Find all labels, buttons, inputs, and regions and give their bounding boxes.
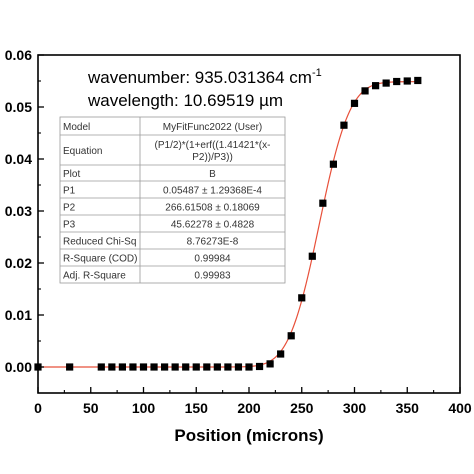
data-point (266, 360, 274, 368)
x-tick-label: 300 (343, 400, 367, 416)
data-point (224, 363, 232, 371)
data-point (108, 363, 116, 371)
table-row-label: P3 (63, 220, 76, 231)
table-row-value: 266.61508 ± 0.18069 (165, 203, 260, 214)
table-row-value: 0.99983 (194, 271, 231, 282)
data-point (171, 363, 179, 371)
wavenumber-unit-exponent: -1 (312, 67, 322, 79)
data-point (245, 363, 253, 371)
data-point (361, 87, 369, 95)
y-tick-label: 0.00 (5, 359, 32, 375)
y-tick-label: 0.01 (5, 307, 32, 323)
x-axis-title: Position (microns) (174, 426, 323, 445)
data-point (403, 77, 411, 85)
axis-ticks: 0 50 100 150 200 250 300 350 400 0.00 0.01 0.02 0.03… (5, 47, 472, 416)
table-row-value: 0.99984 (194, 254, 231, 265)
y-tick-label: 0.02 (5, 255, 32, 271)
x-tick-label: 250 (290, 400, 314, 416)
x-tick-label: 150 (185, 400, 209, 416)
data-point (161, 363, 169, 371)
data-point (213, 363, 221, 371)
data-point (350, 99, 359, 107)
data-point (329, 160, 337, 168)
data-point (234, 363, 243, 371)
table-row-value: B (209, 169, 216, 180)
data-point (393, 77, 401, 86)
data-point (277, 350, 285, 358)
data-points-layer (34, 76, 422, 371)
data-point (414, 76, 422, 85)
data-point (203, 363, 211, 371)
x-tick-label: 400 (448, 400, 472, 416)
data-point (182, 363, 190, 371)
data-point (372, 82, 380, 90)
table-row-label: Plot (63, 169, 80, 180)
table-row-value: MyFitFunc2022 (User) (163, 122, 262, 133)
wavelength-annotation: wavelength: 10.69519 µm (87, 91, 283, 110)
table-row-label: R-Square (COD) (63, 254, 137, 265)
data-point (340, 121, 348, 129)
data-point (150, 363, 158, 371)
data-point (287, 332, 295, 340)
x-tick-label: 50 (83, 400, 99, 416)
data-point (192, 363, 200, 371)
wavenumber-annotation: wavenumber: 935.031364 cm-1 (87, 67, 322, 87)
data-point (118, 363, 126, 371)
y-tick-label: 0.06 (5, 47, 32, 63)
x-tick-label: 200 (237, 400, 261, 416)
x-tick-label: 350 (396, 400, 420, 416)
data-point (382, 79, 390, 87)
x-tick-label: 100 (132, 400, 156, 416)
wavenumber-text: wavenumber: 935.031364 cm (87, 68, 312, 87)
data-point (319, 199, 327, 207)
data-point (298, 294, 306, 302)
table-frame (59, 116, 286, 284)
x-tick-label: 0 (34, 400, 42, 416)
table-row-label: P2 (63, 203, 76, 214)
table-row-value: (P1/2)*(1+erf((1.41421*(x-P2))/P3)) (155, 140, 271, 163)
data-point (97, 363, 105, 371)
table-row-value: 8.76273E-8 (187, 237, 239, 248)
fit-results-table: Model MyFitFunc2022 (User) Equation (P1/2)*… (59, 116, 286, 284)
y-tick-label: 0.04 (5, 151, 32, 167)
table-row-label: Reduced Chi-Sq (63, 237, 136, 248)
data-point (308, 252, 316, 260)
table-row-value: 0.05487 ± 1.29368E-4 (163, 186, 262, 197)
y-tick-label: 0.05 (5, 99, 32, 115)
table-row-label: Model (63, 122, 90, 133)
data-point (139, 363, 148, 371)
data-point (255, 362, 264, 371)
table-row-value: 45.62278 ± 0.4828 (171, 220, 255, 231)
table-row-label: Equation (63, 146, 102, 157)
table-row-label: P1 (63, 186, 76, 197)
data-point (129, 363, 137, 371)
data-point (66, 363, 74, 371)
table-row-label: Adj. R-Square (63, 271, 126, 282)
y-tick-label: 0.03 (5, 203, 32, 219)
